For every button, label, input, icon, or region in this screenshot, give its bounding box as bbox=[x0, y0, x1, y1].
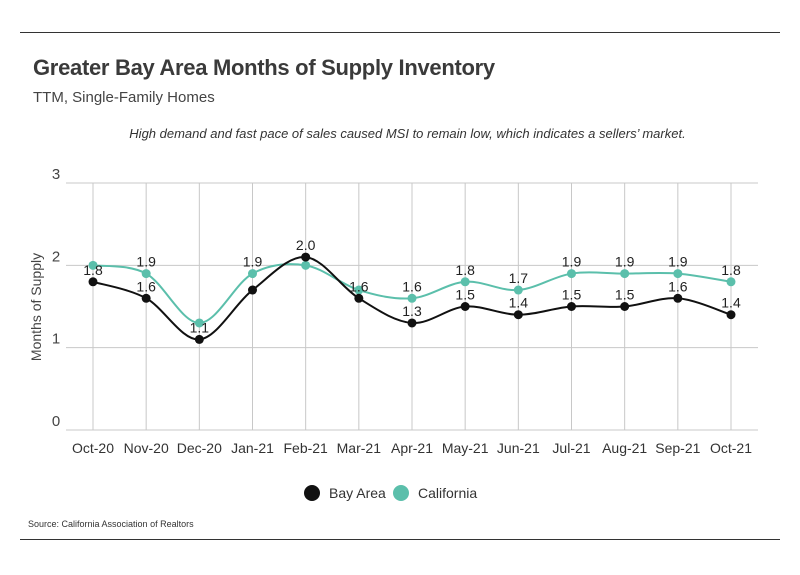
bay-area-data-label: 1.5 bbox=[562, 287, 582, 303]
california-point bbox=[726, 277, 736, 287]
california-point bbox=[248, 269, 257, 279]
california-point bbox=[567, 269, 576, 279]
bay-area-point bbox=[194, 334, 204, 344]
california-point bbox=[673, 269, 683, 279]
california-point bbox=[354, 285, 364, 295]
bay-area-point bbox=[301, 252, 311, 262]
y-tick-label: 1 bbox=[52, 331, 60, 348]
california-point bbox=[513, 285, 523, 295]
bay-area-data-label: 2.0 bbox=[296, 237, 316, 253]
source-note: Source: California Association of Realto… bbox=[28, 519, 194, 529]
california-point bbox=[88, 260, 98, 270]
california-data-label: 1.9 bbox=[243, 254, 263, 270]
x-tick-label: Oct-21 bbox=[710, 440, 752, 456]
california-data-label: 1.8 bbox=[455, 262, 475, 278]
bay-area-point bbox=[460, 302, 470, 311]
chart-title: Greater Bay Area Months of Supply Invent… bbox=[33, 55, 495, 80]
california-legend-label: California bbox=[418, 485, 477, 501]
california-data-label: 1.9 bbox=[668, 254, 688, 270]
bay-area-point bbox=[673, 293, 683, 303]
bay-area-point bbox=[407, 318, 417, 328]
bay-area-point bbox=[726, 310, 736, 320]
x-tick-label: Sep-21 bbox=[655, 440, 700, 456]
bay-area-data-label: 1.4 bbox=[721, 295, 741, 311]
y-tick-label: 3 bbox=[52, 166, 60, 183]
california-data-label: 1.8 bbox=[721, 262, 741, 278]
x-tick-label: Dec-20 bbox=[177, 440, 222, 456]
california-point bbox=[301, 260, 311, 270]
bay-area-data-label: 1.8 bbox=[83, 262, 103, 278]
california-data-label: 1.7 bbox=[509, 270, 529, 286]
bay-area-point bbox=[88, 277, 98, 287]
bay-area-point bbox=[248, 285, 257, 295]
california-data-label: 1.9 bbox=[136, 254, 156, 270]
x-tick-label: Jan-21 bbox=[231, 440, 274, 456]
chart-subtitle: TTM, Single-Family Homes bbox=[33, 89, 215, 106]
california-data-label: 1.6 bbox=[402, 278, 422, 294]
bay-area-data-label: 1.1 bbox=[190, 319, 210, 335]
bay-area-data-label: 1.6 bbox=[668, 278, 688, 294]
x-tick-label: Jul-21 bbox=[552, 440, 590, 456]
x-tick-label: Apr-21 bbox=[391, 440, 433, 456]
bay-area-data-label: 1.4 bbox=[509, 295, 529, 311]
california-legend-marker bbox=[393, 485, 409, 501]
x-tick-label: May-21 bbox=[442, 440, 489, 456]
y-axis: 0 1 2 3 Months of Supply bbox=[28, 166, 60, 430]
bay-area-point bbox=[141, 293, 151, 303]
x-tick-label: Oct-20 bbox=[72, 440, 114, 456]
bottom-rule bbox=[20, 539, 780, 540]
data-labels: 1.8 1.6 1.1 2.0 1.6 1.3 1.5 1.4 1.5 1.5 1.6 1.4 1.9 1… bbox=[83, 237, 741, 335]
bay-area-point bbox=[620, 302, 630, 311]
california-point bbox=[620, 269, 630, 279]
x-tick-label: Jun-21 bbox=[497, 440, 540, 456]
x-tick-label: Feb-21 bbox=[283, 440, 328, 456]
x-tick-label: Nov-20 bbox=[124, 440, 169, 456]
y-tick-label: 2 bbox=[52, 248, 60, 265]
bay-area-legend-marker bbox=[304, 485, 320, 501]
bay-area-data-label: 1.6 bbox=[349, 278, 369, 294]
y-axis-label: Months of Supply bbox=[28, 253, 44, 361]
california-point bbox=[141, 269, 151, 279]
bay-area-data-label: 1.5 bbox=[615, 287, 635, 303]
california-point bbox=[460, 277, 470, 287]
california-data-label: 1.9 bbox=[615, 254, 635, 270]
top-rule bbox=[20, 32, 780, 33]
california-point bbox=[407, 293, 417, 303]
chart-annotation: High demand and fast pace of sales cause… bbox=[129, 126, 686, 141]
bay-area-data-label: 1.3 bbox=[402, 303, 422, 319]
series-layer bbox=[88, 252, 736, 344]
bay-area-point bbox=[567, 302, 576, 311]
x-tick-label: Mar-21 bbox=[337, 440, 382, 456]
bay-area-data-label: 1.6 bbox=[136, 278, 156, 294]
grid bbox=[66, 182, 758, 431]
legend: Bay Area California bbox=[304, 485, 477, 501]
bay-area-point bbox=[354, 293, 364, 303]
california-point bbox=[194, 318, 204, 328]
y-tick-label: 0 bbox=[52, 413, 60, 430]
x-tick-label: Aug-21 bbox=[602, 440, 647, 456]
california-data-label: 1.9 bbox=[562, 254, 582, 270]
bay-area-point bbox=[513, 310, 523, 320]
bay-area-data-label: 1.5 bbox=[455, 287, 475, 303]
bay-area-legend-label: Bay Area bbox=[329, 485, 386, 501]
x-axis: Oct-20 Nov-20 Dec-20 Jan-21 Feb-21 Mar-21 Apr-… bbox=[72, 440, 752, 456]
